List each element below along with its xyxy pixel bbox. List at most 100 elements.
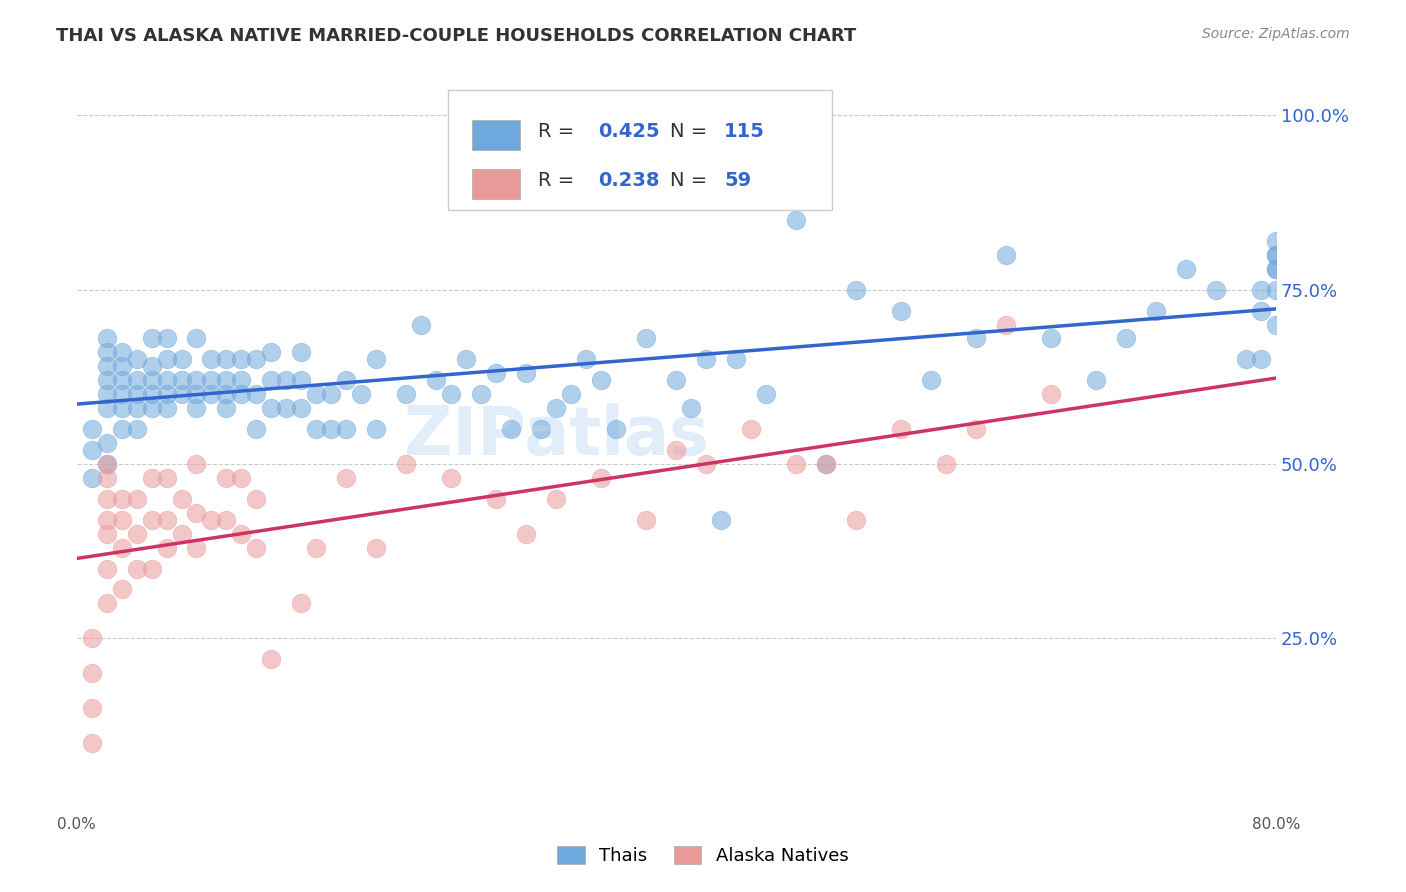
Point: [186, 401, 208, 416]
Point: [96, 561, 118, 575]
Point: [110, 582, 132, 597]
Point: [305, 422, 328, 436]
Point: [80, 701, 103, 715]
Point: [305, 387, 328, 401]
Point: [155, 471, 177, 485]
Point: [695, 457, 717, 471]
Point: [935, 457, 957, 471]
Point: [710, 513, 733, 527]
Point: [125, 526, 148, 541]
Point: [245, 491, 267, 506]
Point: [815, 457, 838, 471]
Point: [965, 331, 987, 345]
Point: [395, 457, 418, 471]
Point: [470, 387, 492, 401]
Point: [80, 471, 103, 485]
Point: [636, 331, 658, 345]
Point: [110, 359, 132, 374]
Text: 0.238: 0.238: [599, 170, 659, 190]
Point: [155, 352, 177, 367]
Point: [125, 561, 148, 575]
Point: [260, 345, 283, 359]
Point: [80, 422, 103, 436]
Point: [260, 652, 283, 666]
Point: [155, 331, 177, 345]
Point: [125, 491, 148, 506]
Point: [215, 373, 238, 387]
Point: [665, 442, 688, 457]
Point: [170, 352, 193, 367]
Point: [681, 401, 703, 416]
Point: [530, 422, 553, 436]
Text: THAI VS ALASKA NATIVE MARRIED-COUPLE HOUSEHOLDS CORRELATION CHART: THAI VS ALASKA NATIVE MARRIED-COUPLE HOU…: [56, 27, 856, 45]
Point: [155, 387, 177, 401]
Point: [695, 352, 717, 367]
Point: [200, 387, 222, 401]
Point: [110, 345, 132, 359]
Point: [110, 401, 132, 416]
FancyBboxPatch shape: [449, 90, 832, 211]
Point: [725, 352, 748, 367]
Point: [96, 345, 118, 359]
Point: [440, 471, 463, 485]
Point: [215, 513, 238, 527]
Point: [575, 352, 598, 367]
Point: [96, 387, 118, 401]
Point: [815, 457, 838, 471]
Point: [96, 331, 118, 345]
Point: [186, 506, 208, 520]
Point: [515, 367, 537, 381]
Point: [755, 387, 778, 401]
Point: [785, 457, 807, 471]
Point: [411, 318, 433, 332]
Point: [215, 387, 238, 401]
Text: N =: N =: [671, 170, 707, 190]
Point: [186, 457, 208, 471]
Point: [231, 352, 253, 367]
Point: [290, 345, 312, 359]
Point: [215, 471, 238, 485]
Point: [515, 526, 537, 541]
Text: ZIPatlas: ZIPatlas: [404, 403, 709, 469]
Point: [125, 373, 148, 387]
Point: [170, 526, 193, 541]
Point: [440, 387, 463, 401]
Point: [501, 422, 523, 436]
Point: [170, 373, 193, 387]
Point: [110, 491, 132, 506]
Point: [96, 596, 118, 610]
Point: [845, 283, 868, 297]
Point: [80, 442, 103, 457]
Point: [321, 387, 343, 401]
Text: 115: 115: [724, 121, 765, 141]
Point: [215, 352, 238, 367]
Point: [141, 401, 163, 416]
Point: [1265, 283, 1288, 297]
Point: [155, 373, 177, 387]
Point: [141, 331, 163, 345]
Point: [321, 422, 343, 436]
Point: [845, 513, 868, 527]
Point: [305, 541, 328, 555]
Point: [395, 387, 418, 401]
Point: [170, 491, 193, 506]
Point: [170, 387, 193, 401]
Text: N =: N =: [671, 121, 707, 141]
Point: [200, 373, 222, 387]
Point: [96, 359, 118, 374]
Point: [290, 401, 312, 416]
Point: [546, 401, 568, 416]
Point: [1040, 331, 1063, 345]
Point: [1040, 387, 1063, 401]
Point: [260, 373, 283, 387]
Point: [456, 352, 478, 367]
Point: [231, 526, 253, 541]
Point: [200, 513, 222, 527]
Point: [276, 373, 298, 387]
Legend: Thais, Alaska Natives: Thais, Alaska Natives: [548, 837, 858, 874]
Point: [995, 248, 1018, 262]
Point: [1265, 248, 1288, 262]
Point: [231, 373, 253, 387]
Point: [96, 491, 118, 506]
Point: [141, 513, 163, 527]
